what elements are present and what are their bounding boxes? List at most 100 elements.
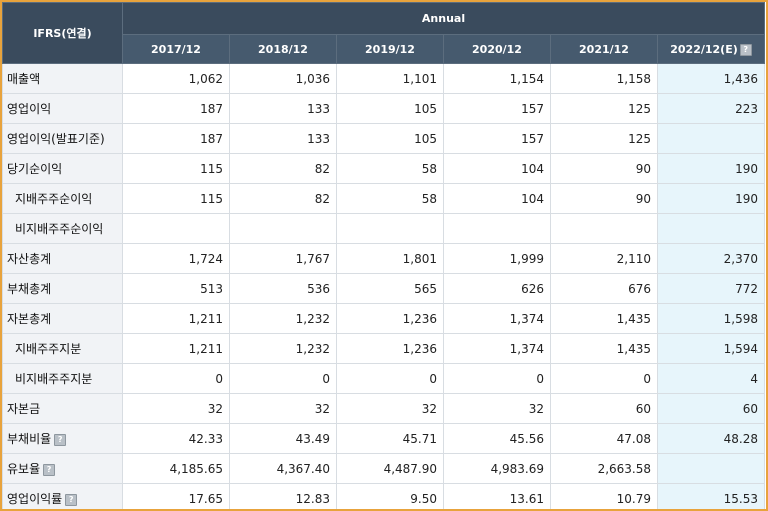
row-label: 자본금	[7, 402, 41, 416]
year-label: 2019/12	[365, 42, 415, 56]
table-body: 매출액 1,062 1,036 1,101 1,154 1,158 1,436 영업이익 187…	[2, 63, 765, 509]
row-label: 부채비율	[7, 432, 52, 446]
value-cell	[336, 213, 444, 244]
value-cell: 1,211	[122, 303, 230, 334]
year-label: 2021/12	[579, 42, 629, 56]
value-cell: 1,374	[443, 303, 551, 334]
value-cell: 82	[229, 153, 337, 184]
value-cell: 2,110	[550, 243, 658, 274]
year-label: 2018/12	[258, 42, 308, 56]
row-label: 비지배주주순이익	[15, 222, 104, 236]
value-cell: 1,801	[336, 243, 444, 274]
value-cell: 4,983.69	[443, 453, 551, 484]
help-icon[interactable]: ?	[54, 434, 67, 446]
estimate-value-cell	[657, 453, 765, 484]
value-cell: 187	[122, 123, 230, 154]
value-cell: 0	[550, 363, 658, 394]
help-icon[interactable]: ?	[65, 494, 78, 506]
value-cell: 1,236	[336, 303, 444, 334]
row-label: 부채총계	[7, 282, 52, 296]
row-label-cell: 지배주주지분	[2, 333, 123, 364]
row-label: 당기순이익	[7, 162, 63, 176]
table-row: 자산총계 1,724 1,767 1,801 1,999 2,110 2,370	[2, 243, 765, 274]
row-label-cell: 비지배주주순이익	[2, 213, 123, 244]
row-label-cell: 영업이익	[2, 93, 123, 124]
table-row: 지배주주순이익 115 82 58 104 90 190	[2, 183, 765, 214]
help-icon[interactable]: ?	[43, 464, 56, 476]
value-cell: 1,211	[122, 333, 230, 364]
value-cell	[443, 213, 551, 244]
value-cell: 12.83	[229, 483, 337, 509]
estimate-value-cell: 190	[657, 183, 765, 214]
value-cell: 157	[443, 93, 551, 124]
value-cell: 32	[443, 393, 551, 424]
row-label-cell: 당기순이익	[2, 153, 123, 184]
row-label-cell: 자본금	[2, 393, 123, 424]
table-row: 부채비율? 42.33 43.49 45.71 45.56 47.08 48.28	[2, 423, 765, 454]
row-label: 비지배주주지분	[15, 372, 93, 386]
value-cell: 115	[122, 153, 230, 184]
value-cell: 104	[443, 183, 551, 214]
year-header: 2018/12	[229, 34, 337, 64]
estimate-value-cell: 15.53	[657, 483, 765, 509]
year-header: 2017/12	[122, 34, 230, 64]
table-row: 자본총계 1,211 1,232 1,236 1,374 1,435 1,598	[2, 303, 765, 334]
value-cell: 60	[550, 393, 658, 424]
table-row: 자본금 32 32 32 32 60 60	[2, 393, 765, 424]
estimate-value-cell: 2,370	[657, 243, 765, 274]
row-label: 영업이익(발표기준)	[7, 132, 105, 146]
table-row: 영업이익률? 17.65 12.83 9.50 13.61 10.79 15.53	[2, 483, 765, 509]
row-label-cell: 자본총계	[2, 303, 123, 334]
value-cell: 2,663.58	[550, 453, 658, 484]
value-cell: 58	[336, 153, 444, 184]
value-cell: 0	[336, 363, 444, 394]
row-label: 영업이익률	[7, 492, 63, 506]
year-header: 2022/12(E)?	[657, 34, 765, 64]
value-cell: 1,374	[443, 333, 551, 364]
table-row: 매출액 1,062 1,036 1,101 1,154 1,158 1,436	[2, 63, 765, 94]
estimate-value-cell: 1,598	[657, 303, 765, 334]
value-cell: 133	[229, 123, 337, 154]
value-cell: 125	[550, 123, 658, 154]
year-header: 2021/12	[550, 34, 658, 64]
value-cell: 1,158	[550, 63, 658, 94]
estimate-value-cell: 223	[657, 93, 765, 124]
row-label-cell: 비지배주주지분	[2, 363, 123, 394]
year-label: 2017/12	[151, 42, 201, 56]
value-cell: 4,367.40	[229, 453, 337, 484]
table-row: 영업이익 187 133 105 157 125 223	[2, 93, 765, 124]
value-cell: 82	[229, 183, 337, 214]
row-label-cell: 유보율?	[2, 453, 123, 484]
value-cell: 676	[550, 273, 658, 304]
estimate-help-icon[interactable]: ?	[739, 43, 752, 56]
estimate-value-cell: 190	[657, 153, 765, 184]
annual-header: Annual	[122, 2, 765, 35]
year-header: 2019/12	[336, 34, 444, 64]
row-label-cell: 부채비율?	[2, 423, 123, 454]
value-cell: 1,154	[443, 63, 551, 94]
value-cell: 9.50	[336, 483, 444, 509]
value-cell: 1,999	[443, 243, 551, 274]
value-cell: 1,232	[229, 303, 337, 334]
value-cell: 42.33	[122, 423, 230, 454]
value-cell: 45.71	[336, 423, 444, 454]
value-cell: 4,185.65	[122, 453, 230, 484]
value-cell: 115	[122, 183, 230, 214]
value-cell	[122, 213, 230, 244]
value-cell: 90	[550, 153, 658, 184]
row-label: 매출액	[7, 72, 41, 86]
value-cell: 513	[122, 273, 230, 304]
row-label-cell: 지배주주순이익	[2, 183, 123, 214]
value-cell: 157	[443, 123, 551, 154]
estimate-value-cell: 60	[657, 393, 765, 424]
value-cell: 187	[122, 93, 230, 124]
value-cell: 90	[550, 183, 658, 214]
value-cell: 0	[122, 363, 230, 394]
row-label-cell: 영업이익(발표기준)	[2, 123, 123, 154]
value-cell: 105	[336, 93, 444, 124]
ifrs-basis-header: IFRS(연결)	[2, 2, 123, 64]
estimate-value-cell	[657, 213, 765, 244]
table-header: IFRS(연결) Annual 2017/12 2018/12 2019/12 202…	[2, 2, 765, 64]
value-cell: 1,724	[122, 243, 230, 274]
